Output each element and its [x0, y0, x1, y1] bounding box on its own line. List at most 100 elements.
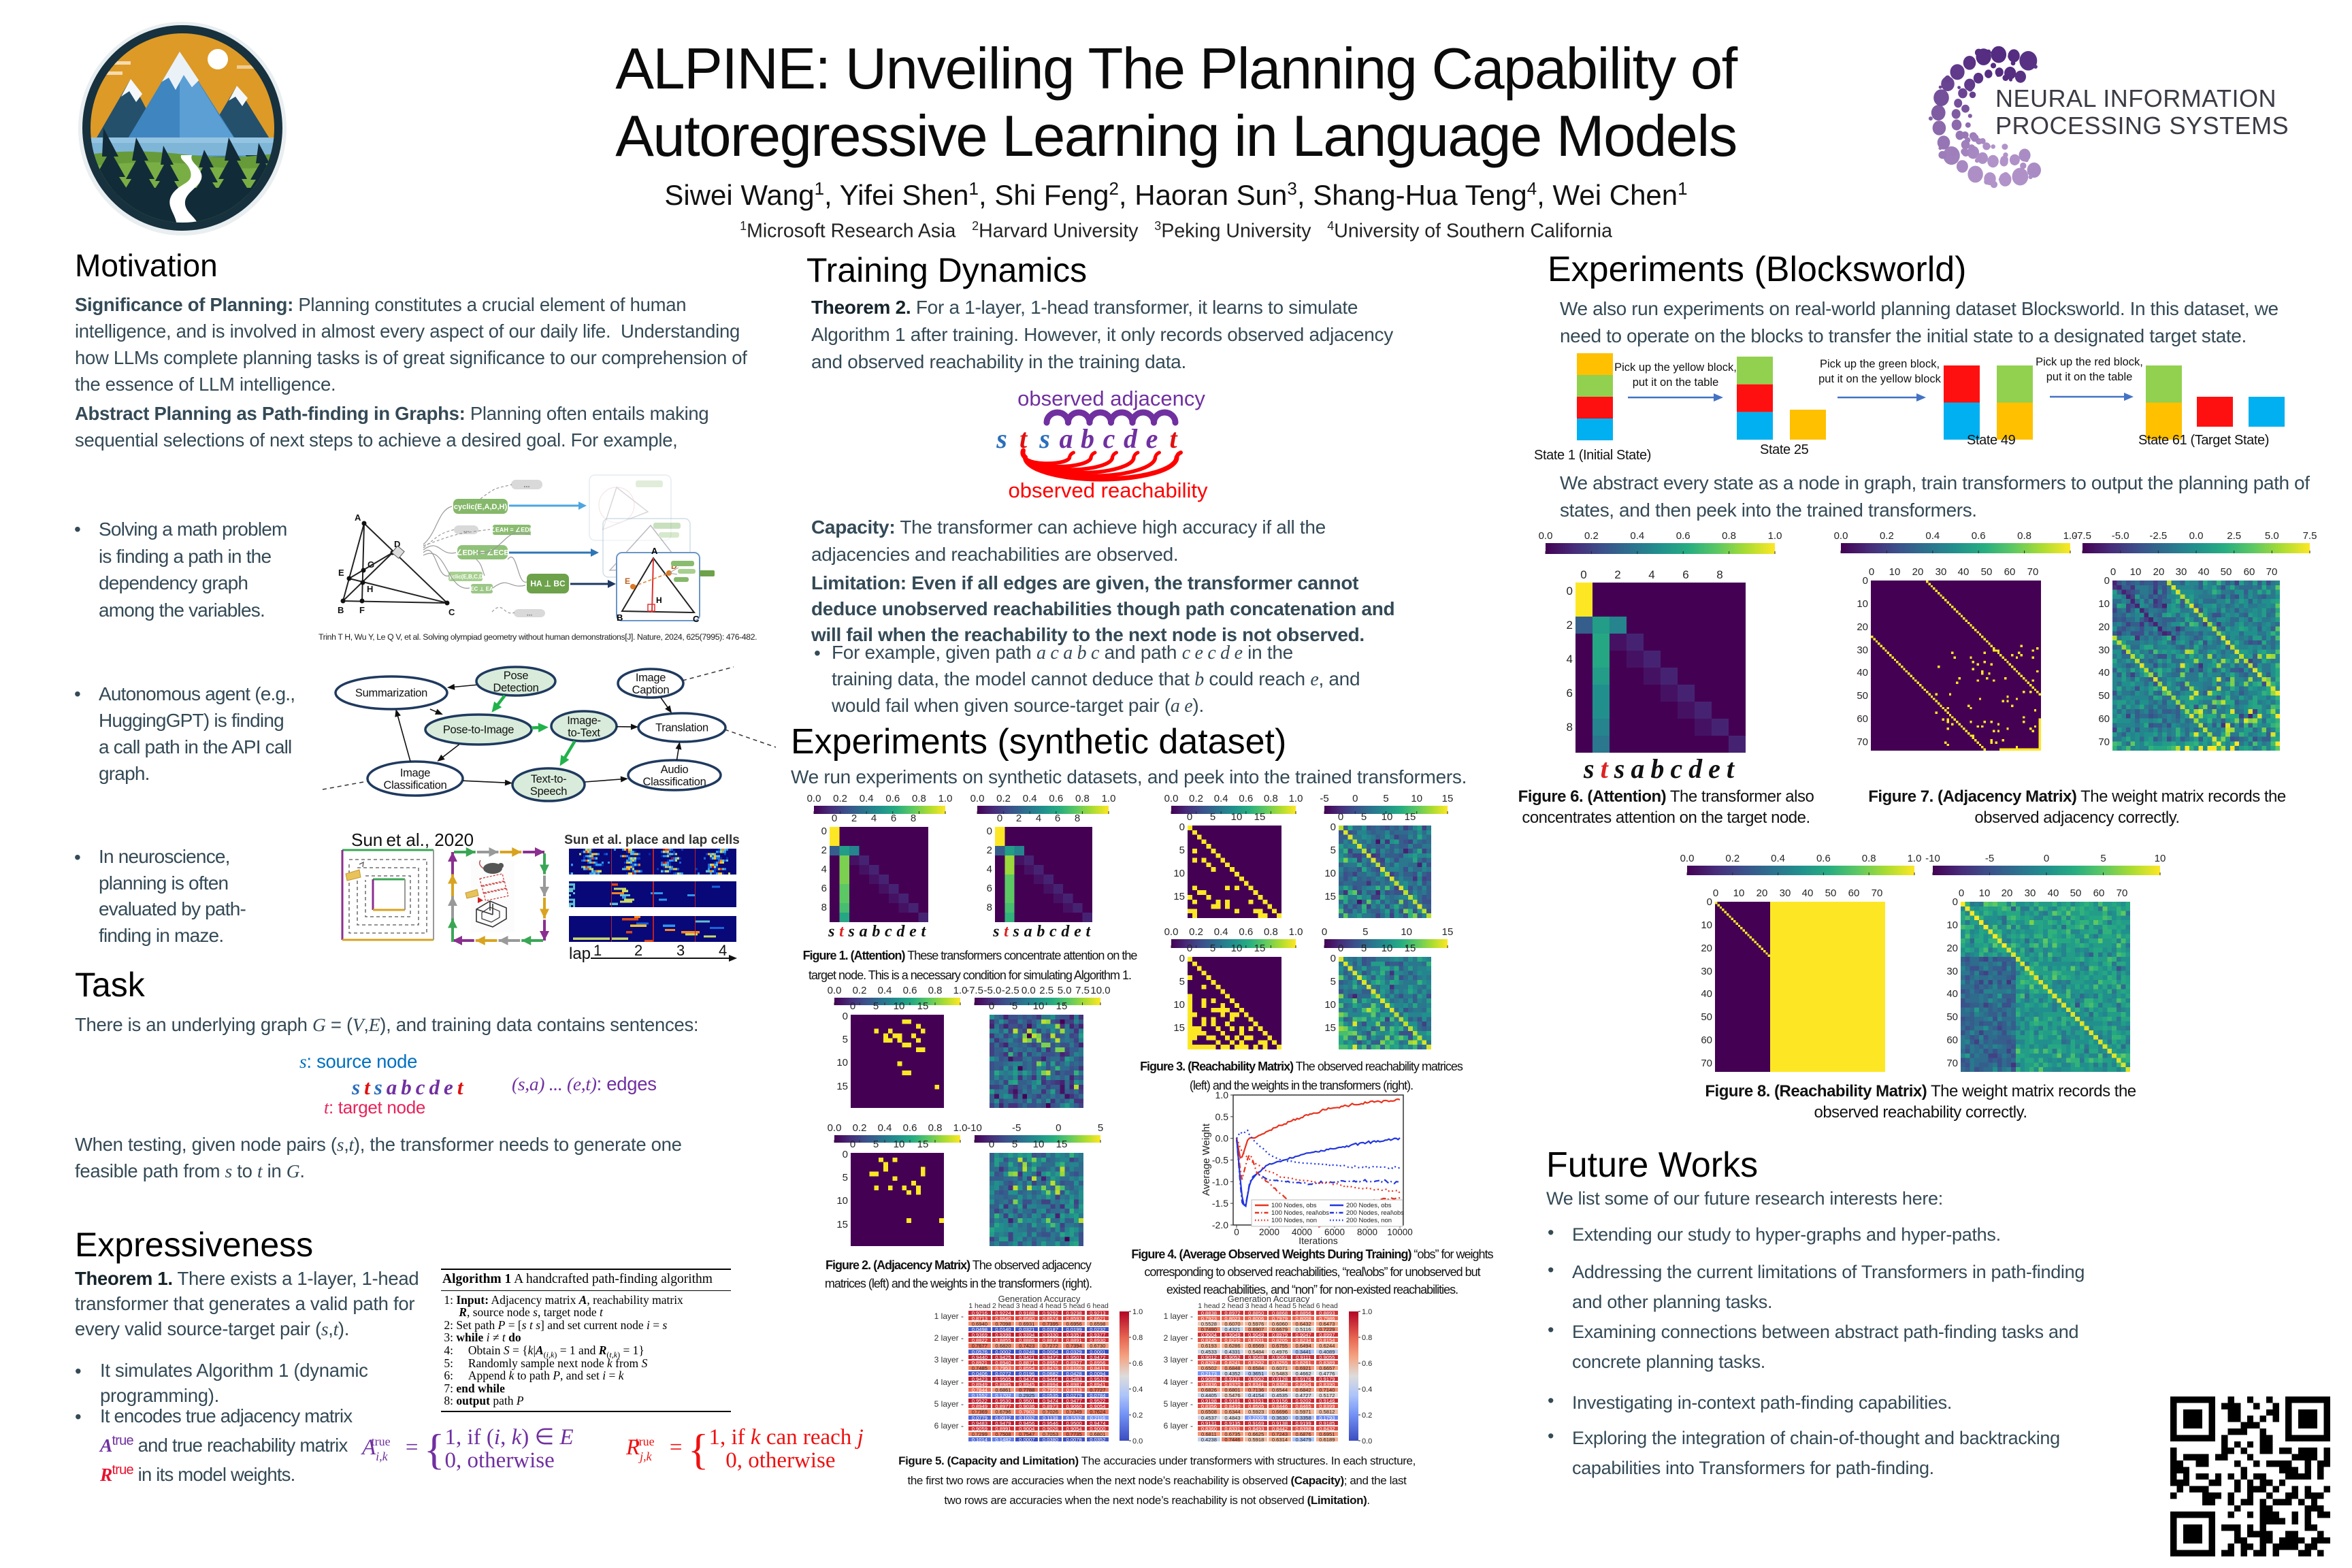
svg-text:0: 0: [1322, 926, 1327, 938]
svg-text:t: t: [1019, 423, 1028, 454]
svg-text:-5.0: -5.0: [2112, 530, 2129, 542]
svg-text:5.0: 5.0: [1058, 985, 1072, 996]
svg-text:1.0: 1.0: [938, 793, 953, 804]
svg-text:observed reachability: observed reachability: [1009, 478, 1208, 502]
svg-text:Image: Image: [636, 672, 666, 684]
svg-text:0.6: 0.6: [1049, 793, 1063, 804]
svg-text:...: ...: [463, 527, 470, 534]
svg-text:0: 0: [1234, 1227, 1239, 1237]
svg-text:∠EAH = ∠EDH: ∠EAH = ∠EDH: [490, 527, 534, 534]
svg-text:Speech: Speech: [530, 785, 567, 798]
svg-text:0.2: 0.2: [1584, 530, 1599, 542]
svg-text:0.8: 0.8: [1264, 793, 1278, 804]
svg-text:0.4: 0.4: [1362, 1386, 1372, 1394]
svg-text:Caption: Caption: [632, 684, 670, 696]
svg-text:0.2: 0.2: [1189, 793, 1203, 804]
svg-text:0.8: 0.8: [1862, 853, 1876, 864]
svg-text:Average Weight: Average Weight: [1200, 1123, 1212, 1196]
svg-text:0.8: 0.8: [928, 1122, 943, 1134]
svg-text:5: 5: [1098, 1122, 1103, 1134]
svg-text:-7.5: -7.5: [966, 985, 983, 996]
svg-text:7.5: 7.5: [1075, 985, 1090, 996]
svg-text:0.0: 0.0: [1132, 1437, 1143, 1446]
svg-text:-7.5: -7.5: [2074, 530, 2091, 542]
svg-text:200 Nodes, real\obs: 200 Nodes, real\obs: [1346, 1209, 1404, 1217]
svg-text:0.4: 0.4: [878, 985, 892, 996]
svg-text:G: G: [368, 559, 374, 570]
svg-text:0.0: 0.0: [2189, 530, 2204, 542]
svg-text:B: B: [338, 605, 344, 615]
svg-text:10: 10: [1401, 926, 1412, 938]
svg-text:0: 0: [2044, 853, 2049, 864]
svg-text:b: b: [1081, 423, 1094, 454]
svg-text:to-Text: to-Text: [568, 727, 600, 739]
svg-text:0.5: 0.5: [1215, 1111, 1229, 1122]
svg-text:0.2: 0.2: [1725, 853, 1740, 864]
svg-text:t: t: [1169, 423, 1178, 454]
svg-text:C: C: [448, 607, 455, 617]
svg-text:100 Nodes, obs: 100 Nodes, obs: [1271, 1202, 1317, 1209]
svg-text:0.4: 0.4: [1023, 793, 1037, 804]
svg-text:Image: Image: [400, 767, 430, 779]
svg-text:d: d: [1124, 423, 1138, 454]
svg-text:1.0: 1.0: [1102, 793, 1116, 804]
svg-text:-10: -10: [967, 1122, 982, 1134]
svg-text:4000: 4000: [1292, 1227, 1312, 1237]
svg-text:0.2: 0.2: [853, 985, 867, 996]
svg-text:10: 10: [1411, 793, 1422, 804]
svg-text:0.0: 0.0: [1164, 926, 1179, 938]
svg-text:1.0: 1.0: [1362, 1308, 1372, 1316]
svg-text:0.8: 0.8: [1132, 1334, 1143, 1342]
svg-text:200 Nodes, non: 200 Nodes, non: [1346, 1217, 1392, 1224]
svg-text:200 Nodes, obs: 200 Nodes, obs: [1346, 1202, 1392, 1209]
svg-text:1.0: 1.0: [2063, 530, 2078, 542]
svg-text:0.4: 0.4: [1214, 793, 1228, 804]
svg-text:2.5: 2.5: [1039, 985, 1054, 996]
svg-text:D: D: [394, 539, 400, 549]
svg-text:B: B: [617, 612, 623, 623]
svg-text:Text-to-: Text-to-: [531, 773, 567, 785]
svg-text:10: 10: [2155, 853, 2166, 864]
svg-text:-1.5: -1.5: [1212, 1198, 1228, 1209]
svg-text:EC ⊥ EA: EC ⊥ EA: [470, 586, 493, 592]
svg-text:0.2: 0.2: [1880, 530, 1894, 542]
svg-text:Summarization: Summarization: [355, 687, 427, 700]
svg-text:0.2: 0.2: [1362, 1411, 1372, 1420]
svg-text:-2.0: -2.0: [1212, 1220, 1228, 1230]
svg-text:0.4: 0.4: [1214, 926, 1228, 938]
svg-text:0.0: 0.0: [1834, 530, 1848, 542]
svg-text:0.0: 0.0: [970, 793, 985, 804]
svg-text:-5: -5: [1012, 1122, 1021, 1134]
svg-text:0: 0: [1352, 793, 1358, 804]
svg-text:1.0: 1.0: [1289, 926, 1303, 938]
svg-text:Audio: Audio: [661, 764, 689, 776]
svg-text:-5: -5: [1320, 793, 1328, 804]
svg-text:-0.5: -0.5: [1212, 1155, 1228, 1166]
svg-text:0.6: 0.6: [885, 793, 900, 804]
svg-text:Pose-to-Image: Pose-to-Image: [443, 724, 514, 736]
svg-text:0.4: 0.4: [878, 1122, 892, 1134]
svg-text:0.8: 0.8: [928, 985, 943, 996]
svg-text:F: F: [359, 605, 365, 615]
svg-text:Classification: Classification: [383, 779, 446, 791]
svg-text:-5: -5: [1985, 853, 1994, 864]
svg-text:C: C: [693, 614, 700, 624]
svg-text:8000: 8000: [1357, 1227, 1377, 1237]
svg-text:Image-: Image-: [567, 715, 601, 727]
svg-text:1.0: 1.0: [1289, 793, 1303, 804]
svg-text:c: c: [1103, 423, 1115, 454]
svg-text:observed adjacency: observed adjacency: [1017, 387, 1205, 410]
svg-text:0.0: 0.0: [1164, 793, 1179, 804]
svg-text:6000: 6000: [1324, 1227, 1345, 1237]
svg-text:cyclic(E,B,C,D): cyclic(E,B,C,D): [446, 574, 485, 580]
svg-text:0.0: 0.0: [807, 793, 821, 804]
svg-text:Sun et al., 2020: Sun et al., 2020: [351, 830, 474, 850]
svg-text:0.0: 0.0: [1215, 1133, 1229, 1144]
svg-text:H: H: [367, 584, 373, 594]
svg-text:cyclic(E,A,D,H): cyclic(E,A,D,H): [454, 503, 508, 511]
svg-text:0.4: 0.4: [1630, 530, 1644, 542]
svg-text:0: 0: [1056, 1122, 1061, 1134]
svg-text:E: E: [625, 576, 630, 586]
svg-text:-5.0: -5.0: [983, 985, 1001, 996]
svg-text:0.8: 0.8: [1075, 793, 1090, 804]
